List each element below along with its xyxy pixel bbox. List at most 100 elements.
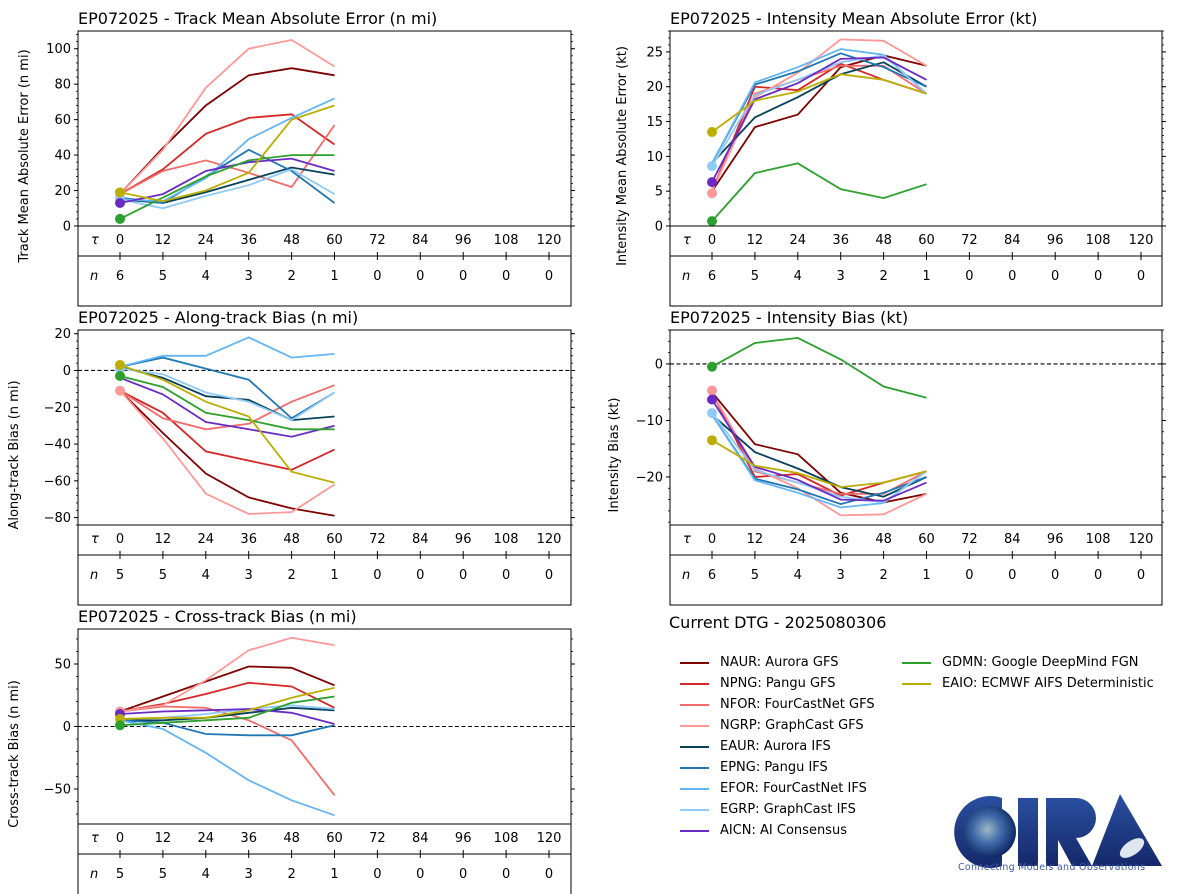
tau-tick-label: 84 <box>412 532 429 547</box>
tau0-marker-gdmn <box>115 370 125 381</box>
legend-item-naur: NAUR: Aurora GFS <box>680 652 902 673</box>
legend-item-ngrp: NGRP: GraphCast GFS <box>680 715 902 736</box>
legend-label: EFOR: FourCastNet IFS <box>720 781 867 796</box>
series-line-gdmn <box>711 162 927 222</box>
y-tick-label: 0 <box>63 720 71 735</box>
n-count-label: 5 <box>159 568 167 583</box>
y-tick-label: 0 <box>655 220 663 235</box>
tau-tick-label: 48 <box>283 233 300 248</box>
series-line-naur <box>119 390 335 517</box>
n-count-label: 0 <box>545 568 553 583</box>
tau-tick-label: 120 <box>537 233 562 248</box>
tau0-marker-ngrp <box>707 385 717 396</box>
cira-tagline: Connecting Models and Observations <box>958 862 1146 873</box>
tau-tick-label: 24 <box>198 233 215 248</box>
n-count-label: 0 <box>416 867 424 882</box>
y-axis-label: Intensity Mean Absolute Error (kt) <box>615 46 630 266</box>
y-tick-label: −20 <box>636 470 663 485</box>
tau-tick-label: 0 <box>116 831 124 846</box>
tau-tick-label: 108 <box>1086 532 1111 547</box>
legend-swatch <box>902 661 931 664</box>
tau0-marker-egrp <box>707 161 717 172</box>
tau0-marker-ngrp <box>707 188 717 199</box>
n-count-label: 2 <box>287 867 295 882</box>
tau-tick-label: 24 <box>790 532 807 547</box>
n-count-label: 6 <box>116 269 124 284</box>
tau-tick-label: 0 <box>708 233 716 248</box>
tau-tick-label: 72 <box>369 532 386 547</box>
tau0-marker-eaio <box>707 435 717 446</box>
series-line-gdmn <box>119 695 335 727</box>
legend-item-gdmn: GDMN: Google DeepMind FGN <box>902 652 1162 673</box>
y-tick-label: 20 <box>54 184 71 199</box>
tau0-marker-eaio <box>115 359 125 370</box>
plot-frame <box>77 628 572 894</box>
n-row-label: n <box>682 269 690 284</box>
tau-tick-label: 120 <box>1129 233 1154 248</box>
series-line-eaur <box>120 706 335 722</box>
tau-tick-label: 36 <box>240 831 257 846</box>
n-count-label: 1 <box>922 568 930 583</box>
legend-swatch <box>902 682 931 685</box>
tau-row-label: τ <box>91 831 99 846</box>
tau-tick-label: 60 <box>918 532 935 547</box>
y-axis-label: Along-track Bias (n mi) <box>7 380 22 529</box>
legend-label: EGRP: GraphCast IFS <box>720 802 856 817</box>
y-axis-label: Cross-track Bias (n mi) <box>7 680 22 828</box>
logo-letter-a <box>1092 794 1162 866</box>
tau-row-label: τ <box>91 233 99 248</box>
legend-label: NFOR: FourCastNet GFS <box>720 697 875 712</box>
series-line-ngrp <box>119 636 335 713</box>
n-row-label: n <box>90 867 98 882</box>
plot-frame <box>77 329 572 606</box>
n-count-label: 0 <box>1094 269 1102 284</box>
tau-tick-label: 96 <box>455 233 472 248</box>
legend-item-epng: EPNG: Pangu IFS <box>680 757 902 778</box>
tau0-marker-aicn <box>115 197 125 208</box>
y-tick-label: 60 <box>54 113 71 128</box>
tau-tick-label: 72 <box>961 532 978 547</box>
legend-swatch <box>680 787 709 790</box>
series-line-eaur <box>711 414 927 498</box>
legend-swatch <box>680 829 709 832</box>
tau-tick-label: 0 <box>116 532 124 547</box>
tau-tick-label: 0 <box>116 233 124 248</box>
legend-label: AICN: AI Consensus <box>720 823 847 838</box>
series-line-gdmn <box>119 154 335 220</box>
n-count-label: 4 <box>202 269 210 284</box>
tau-tick-label: 24 <box>790 233 807 248</box>
legend-label: GDMN: Google DeepMind FGN <box>942 655 1139 670</box>
tau0-marker-eaio <box>115 187 125 198</box>
tau0-marker-egrp <box>707 408 717 419</box>
n-count-label: 0 <box>459 867 467 882</box>
tau-tick-label: 60 <box>326 532 343 547</box>
series-line-ngrp <box>119 390 335 515</box>
series-line-npng <box>119 389 335 471</box>
chart-track_mae: EP072025 - Track Mean Absolute Error (n … <box>17 9 575 307</box>
tau-row-label: τ <box>683 233 691 248</box>
legend-swatch <box>680 745 709 748</box>
legend-label: EAUR: Aurora IFS <box>720 739 831 754</box>
tau-row-label: τ <box>91 532 99 547</box>
tau0-marker-eaio <box>707 126 717 137</box>
y-tick-label: 100 <box>46 42 71 57</box>
n-count-label: 3 <box>837 568 845 583</box>
legend-swatch <box>680 724 709 727</box>
tau-tick-label: 60 <box>326 831 343 846</box>
n-count-label: 5 <box>751 269 759 284</box>
n-count-label: 6 <box>708 269 716 284</box>
tau-tick-label: 108 <box>494 831 519 846</box>
series-line-eaio <box>119 364 335 484</box>
y-tick-label: 10 <box>646 150 663 165</box>
n-count-label: 4 <box>794 269 802 284</box>
series-line-egrp <box>119 367 335 422</box>
series-line-eaur <box>119 365 335 422</box>
chart-title: EP072025 - Cross-track Bias (n mi) <box>78 607 357 626</box>
tau-tick-label: 12 <box>155 233 172 248</box>
n-count-label: 0 <box>545 269 553 284</box>
y-axis-label: Intensity Bias (kt) <box>607 398 622 513</box>
tau0-marker-aicn <box>707 177 717 188</box>
legend-swatch <box>680 808 709 811</box>
cira-logo <box>954 794 1162 868</box>
